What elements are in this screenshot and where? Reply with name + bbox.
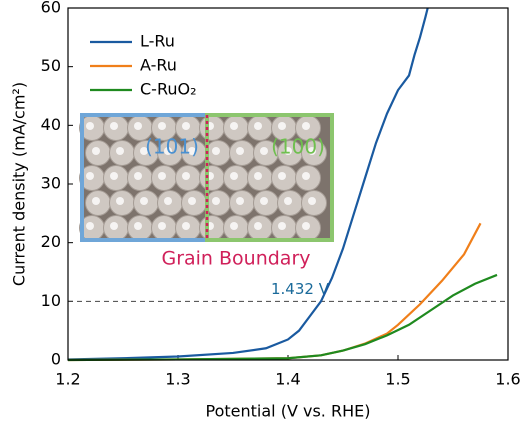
atom-highlight (212, 197, 220, 205)
x-axis-label: Potential (V vs. RHE) (206, 402, 371, 421)
x-tick-label: 1.5 (385, 370, 410, 389)
atom-highlight (278, 222, 286, 230)
atom-highlight (164, 147, 172, 155)
atom-highlight (302, 122, 310, 130)
atom-highlight (134, 122, 142, 130)
y-tick-label: 20 (41, 232, 61, 251)
y-tick-label: 50 (41, 56, 61, 75)
atom-highlight (182, 172, 190, 180)
atom-highlight (158, 222, 166, 230)
atom-highlight (254, 122, 262, 130)
inset-left-label: (101) (145, 135, 199, 159)
atom-highlight (116, 147, 124, 155)
atom-highlight (260, 147, 268, 155)
atom-highlight (308, 197, 316, 205)
atom-highlight (116, 197, 124, 205)
y-tick-label: 60 (41, 0, 61, 17)
atom-highlight (188, 197, 196, 205)
atom-highlight (134, 172, 142, 180)
atom-highlight (236, 147, 244, 155)
atom-highlight (92, 197, 100, 205)
atom-highlight (230, 222, 238, 230)
series-line (67, 273, 498, 362)
y-tick-label: 30 (41, 174, 61, 193)
atom-highlight (86, 172, 94, 180)
y-axis-label: Current density (mA/cm²) (10, 82, 29, 286)
atom-highlight (110, 222, 118, 230)
atom-highlight (134, 222, 142, 230)
atom-highlight (110, 172, 118, 180)
atom-highlight (302, 222, 310, 230)
atom-highlight (164, 197, 172, 205)
atom-highlight (284, 147, 292, 155)
legend-label: A-Ru (140, 56, 177, 75)
y-tick-label: 0 (51, 350, 61, 369)
atom-highlight (182, 122, 190, 130)
x-tick-label: 1.3 (165, 370, 190, 389)
series-line (67, 7, 429, 361)
atom-highlight (254, 222, 262, 230)
legend-label: L-Ru (140, 32, 175, 51)
atom-highlight (284, 197, 292, 205)
reference-label: 1.432 V (271, 280, 330, 298)
y-tick-label: 10 (41, 291, 61, 310)
atom-highlight (86, 222, 94, 230)
atom-highlight (230, 122, 238, 130)
atom-highlight (302, 172, 310, 180)
atom-highlight (278, 172, 286, 180)
x-tick-label: 1.6 (495, 370, 520, 389)
plot-frame (67, 7, 509, 361)
atom-highlight (158, 122, 166, 130)
atom-highlight (212, 147, 220, 155)
atom-highlight (86, 122, 94, 130)
legend-label: C-RuO₂ (140, 80, 197, 99)
atom-highlight (308, 147, 316, 155)
atom-highlight (230, 172, 238, 180)
inset-caption: Grain Boundary (161, 248, 310, 270)
x-tick-label: 1.2 (55, 370, 80, 389)
atom-highlight (140, 147, 148, 155)
atom-highlight (254, 172, 262, 180)
atom-highlight (158, 172, 166, 180)
x-tick-label: 1.4 (275, 370, 300, 389)
atom-highlight (278, 122, 286, 130)
atom-highlight (92, 147, 100, 155)
atom-highlight (260, 197, 268, 205)
atom-highlight (236, 197, 244, 205)
atom-highlight (140, 197, 148, 205)
atom-highlight (188, 147, 196, 155)
y-tick-label: 40 (41, 115, 61, 134)
atom-highlight (110, 122, 118, 130)
inset-right-label: (100) (271, 135, 325, 159)
atom-highlight (182, 222, 190, 230)
inset (79, 113, 334, 242)
